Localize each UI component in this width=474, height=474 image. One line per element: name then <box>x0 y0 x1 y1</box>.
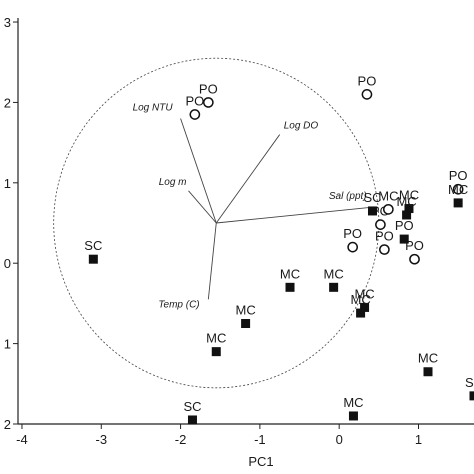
point-label: PO <box>185 93 204 108</box>
x-tick-label: 0 <box>336 432 343 447</box>
y-tick-label: 0 <box>4 256 11 271</box>
data-point-circle <box>202 97 214 108</box>
vector-label: Log DO <box>284 121 319 132</box>
data-point-square <box>453 198 463 208</box>
point-label: MC <box>354 286 374 301</box>
loading-vector <box>216 206 375 224</box>
data-point-circle <box>379 244 390 255</box>
data-point-circle <box>452 183 464 195</box>
point-label: MC <box>350 292 370 307</box>
point-label: MC <box>235 303 255 318</box>
loading-vector <box>215 134 281 224</box>
point-label: PO <box>343 226 362 241</box>
axes <box>17 18 474 425</box>
point-label: SC <box>84 238 102 253</box>
point-label: MC <box>378 188 398 203</box>
vector-layer: Log NTU Log DO Log m Sal (ppt) Temp (C) <box>133 102 375 310</box>
x-tick-label: -2 <box>175 432 187 447</box>
point-label: PO <box>405 238 424 253</box>
data-point-square <box>211 347 221 357</box>
x-tick-label: -3 <box>95 432 107 447</box>
point-label: PO <box>199 81 218 96</box>
point-label: MC <box>396 194 416 209</box>
point-label: SC <box>183 399 201 414</box>
point-label: MC <box>324 266 344 281</box>
vector-label: Temp (C) <box>158 299 199 310</box>
vector-label: Log NTU <box>133 102 174 113</box>
point-label: MC <box>448 182 468 197</box>
data-point-square <box>356 308 366 318</box>
data-point-square <box>241 319 251 329</box>
y-tick-label: 3 <box>4 15 11 30</box>
data-point-circle <box>189 109 201 120</box>
x-tick-label: 1 <box>415 432 422 447</box>
point-label: MC <box>280 266 300 281</box>
data-point-circle <box>361 89 373 100</box>
point-label: MC <box>418 351 438 366</box>
x-tick-label: -4 <box>16 432 28 447</box>
y-tick-label: 2 <box>4 417 11 432</box>
data-point-circle <box>383 203 394 215</box>
data-point-circle <box>375 219 386 230</box>
data-point-square <box>348 411 358 421</box>
vector-label: Sal (ppt) <box>329 191 367 202</box>
data-point-square <box>423 367 433 377</box>
vector-label: Log m <box>159 177 187 188</box>
data-point-circle <box>409 253 420 265</box>
point-label: PO <box>375 229 394 244</box>
loading-vector <box>180 118 217 224</box>
data-point-square <box>329 282 339 292</box>
data-point-square <box>399 234 409 244</box>
data-point-square <box>285 282 295 292</box>
data-point-square <box>187 415 197 425</box>
point-label: PO <box>449 168 468 183</box>
loading-vector <box>188 190 217 224</box>
point-label: PO <box>395 218 414 233</box>
x-tick-label: -1 <box>254 432 266 447</box>
data-point-square <box>360 302 370 312</box>
ticks-layer: -4 -3 -2 -1 0 1 2 1 0 1 2 3 <box>4 15 422 447</box>
y-tick-label: 1 <box>4 176 11 191</box>
y-tick-label: 2 <box>4 95 11 110</box>
data-point-square <box>402 210 412 220</box>
point-label: MC <box>399 188 419 203</box>
data-point-circle <box>347 241 359 253</box>
data-point-square <box>469 391 474 401</box>
point-label: SC <box>465 375 474 390</box>
data-point-square <box>88 254 98 264</box>
y-tick-label: 1 <box>4 337 11 352</box>
point-label: PO <box>358 73 377 88</box>
x-axis-title: PC1 <box>248 454 273 469</box>
point-label: MC <box>343 395 363 410</box>
loading-vector <box>207 222 217 300</box>
point-label: MC <box>206 331 226 346</box>
point-label: SC <box>363 190 381 205</box>
data-point-square <box>367 206 377 216</box>
data-point-square <box>404 204 414 214</box>
